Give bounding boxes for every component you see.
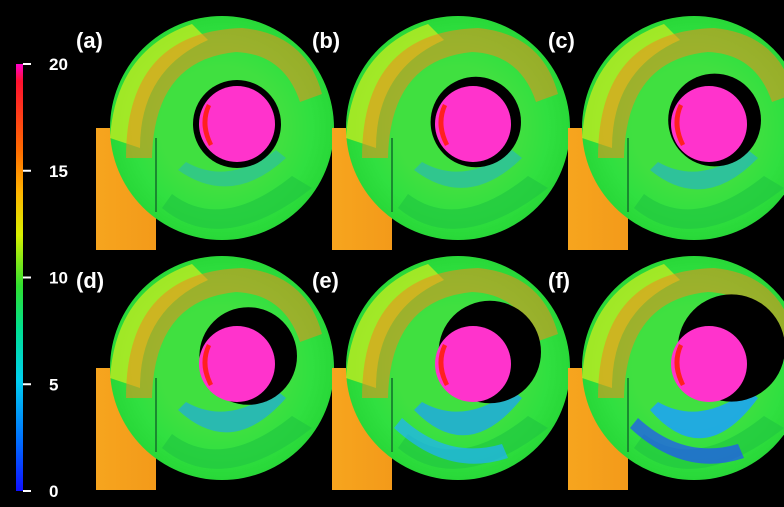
lower-passage — [398, 176, 548, 229]
lower-passage — [162, 176, 312, 229]
rotor-edge-high — [202, 104, 213, 146]
rotor-edge-high — [438, 344, 449, 386]
rotor — [199, 326, 275, 402]
panel-3: (c) — [548, 16, 784, 250]
colorbar-tick-label: 0 — [49, 482, 58, 501]
high-velocity-arc — [362, 268, 558, 398]
panel-5: (e) — [312, 256, 570, 490]
colorbar-tick-label: 5 — [49, 375, 58, 394]
low-velocity-region — [414, 150, 522, 188]
high-velocity-arc — [126, 28, 322, 158]
rotor-edge-high — [674, 104, 685, 146]
rotor — [435, 326, 511, 402]
rotor — [671, 326, 747, 402]
low-velocity-outer — [394, 418, 508, 464]
colorbar-gradient — [16, 64, 23, 491]
panel-label: (b) — [312, 28, 340, 53]
colorbar-tick-label: 10 — [49, 269, 68, 288]
panel-label: (e) — [312, 268, 339, 293]
rotor-edge-high — [674, 344, 685, 386]
panel-label: (c) — [548, 28, 575, 53]
colorbar-tick-label: 20 — [49, 55, 68, 74]
lower-passage — [162, 416, 312, 469]
high-velocity-arc — [362, 28, 558, 158]
low-velocity-region — [178, 390, 286, 433]
colorbar-tick-label: 15 — [49, 162, 68, 181]
panels: (a) (b) (c) (d) (e) (f) — [76, 16, 784, 490]
panel-2: (b) — [312, 16, 570, 250]
low-velocity-region — [650, 150, 758, 190]
rotor-edge-high — [438, 104, 449, 146]
high-velocity-arc — [598, 28, 784, 158]
panel-label: (f) — [548, 268, 570, 293]
rotor — [199, 86, 275, 162]
lower-passage — [634, 176, 784, 229]
low-velocity-region — [650, 390, 758, 439]
panel-label: (d) — [76, 268, 104, 293]
panel-4: (d) — [76, 256, 334, 490]
high-velocity-arc — [598, 268, 784, 398]
panel-label: (a) — [76, 28, 103, 53]
low-velocity-region — [178, 150, 286, 187]
high-velocity-arc — [126, 268, 322, 398]
rotor — [435, 86, 511, 162]
panel-6: (f) — [548, 256, 784, 490]
colorbar: 20 15 10 5 0 — [16, 55, 68, 501]
low-velocity-outer — [630, 418, 744, 464]
panel-1: (a) — [76, 16, 334, 250]
rotor-edge-high — [202, 344, 213, 386]
rotor — [671, 86, 747, 162]
